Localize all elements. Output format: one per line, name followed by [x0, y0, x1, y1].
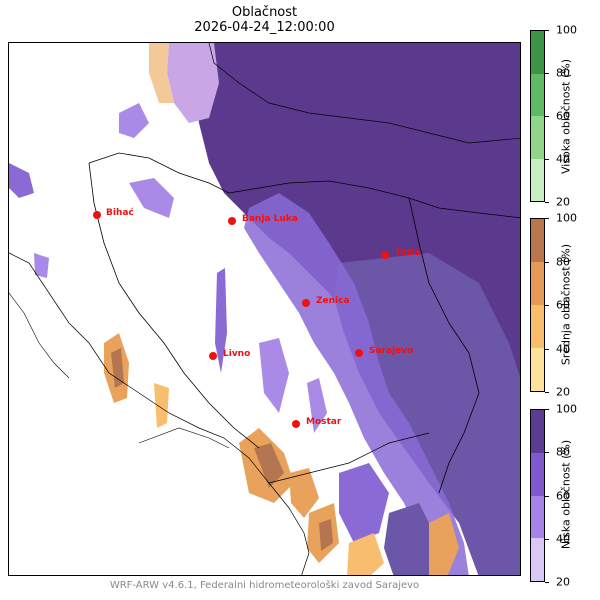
- colorbar-tick-label: 20: [556, 386, 570, 399]
- colorbar-tick-mark: [545, 262, 549, 263]
- colorbar-low-swatch: [531, 410, 544, 453]
- colorbar-tick-label: 80: [556, 255, 570, 268]
- colorbar-tick-mark: [545, 116, 549, 117]
- colorbar-high-swatch: [531, 159, 544, 202]
- colorbar-tick-label: 80: [556, 446, 570, 459]
- colorbar-tick-label: 40: [556, 342, 570, 355]
- colorbar-tick-mark: [545, 159, 549, 160]
- colorbar-mid-swatch: [531, 348, 544, 391]
- city-label-mostar: Mostar: [306, 417, 341, 427]
- map-title: Oblačnost: [8, 5, 521, 20]
- colorbar-mid-swatch: [531, 305, 544, 348]
- city-marker-mostar: [292, 420, 300, 428]
- low-cloud-west-blob: [9, 163, 34, 198]
- colorbar-tick-label: 40: [556, 153, 570, 166]
- colorbar-tick-mark: [545, 218, 549, 219]
- colorbar-high-swatch: [531, 31, 544, 74]
- colorbar-tick-mark: [545, 392, 549, 393]
- colorbar-tick-mark: [545, 73, 549, 74]
- map-canvas: [9, 43, 521, 576]
- colorbar-mid-swatch: [531, 219, 544, 262]
- cloud-cover-map: Bihać Banja Luka Tuzla Zenica Sarajevo L…: [8, 42, 521, 576]
- colorbar-tick-label: 60: [556, 110, 570, 123]
- city-label-banja-luka: Banja Luka: [242, 214, 298, 224]
- colorbar-tick-mark: [545, 496, 549, 497]
- colorbar-high-swatch: [531, 74, 544, 117]
- footer-credit: WRF-ARW v4.6.1, Federalni hidrometeorolo…: [8, 580, 521, 591]
- colorbar-tick-label: 100: [556, 403, 577, 416]
- colorbar-low-cloud: [530, 409, 545, 582]
- colorbar-tick-label: 100: [556, 212, 577, 225]
- city-marker-zenica: [302, 299, 310, 307]
- colorbar-tick-label: 40: [556, 532, 570, 545]
- colorbar-tick-mark: [545, 539, 549, 540]
- colorbar-high-swatch: [531, 116, 544, 159]
- city-label-zenica: Zenica: [316, 296, 350, 306]
- colorbar-mid-cloud: [530, 218, 545, 392]
- colorbar-tick-label: 80: [556, 67, 570, 80]
- colorbar-tick-mark: [545, 30, 549, 31]
- city-marker-livno: [209, 352, 217, 360]
- city-label-sarajevo: Sarajevo: [369, 346, 413, 356]
- city-marker-banja-luka: [228, 217, 236, 225]
- colorbar-tick-label: 100: [556, 24, 577, 37]
- city-marker-bihac: [93, 211, 101, 219]
- colorbar-mid-swatch: [531, 262, 544, 305]
- colorbar-tick-mark: [545, 452, 549, 453]
- colorbar-tick-label: 60: [556, 299, 570, 312]
- colorbar-low-swatch: [531, 496, 544, 539]
- city-marker-tuzla: [381, 251, 389, 259]
- city-label-bihac: Bihać: [106, 208, 134, 218]
- colorbar-tick-mark: [545, 409, 549, 410]
- colorbar-low-swatch: [531, 538, 544, 581]
- colorbar-tick-mark: [545, 305, 549, 306]
- map-datetime: 2026-04-24_12:00:00: [8, 20, 521, 35]
- colorbar-tick-label: 60: [556, 489, 570, 502]
- colorbar-tick-mark: [545, 202, 549, 203]
- colorbar-high-cloud: [530, 30, 545, 202]
- colorbar-tick-mark: [545, 349, 549, 350]
- city-label-livno: Livno: [223, 349, 250, 359]
- colorbar-low-swatch: [531, 453, 544, 496]
- colorbar-tick-label: 20: [556, 196, 570, 209]
- city-label-tuzla: Tuzla: [395, 248, 421, 258]
- city-marker-sarajevo: [355, 349, 363, 357]
- colorbar-tick-label: 20: [556, 576, 570, 589]
- colorbar-tick-mark: [545, 582, 549, 583]
